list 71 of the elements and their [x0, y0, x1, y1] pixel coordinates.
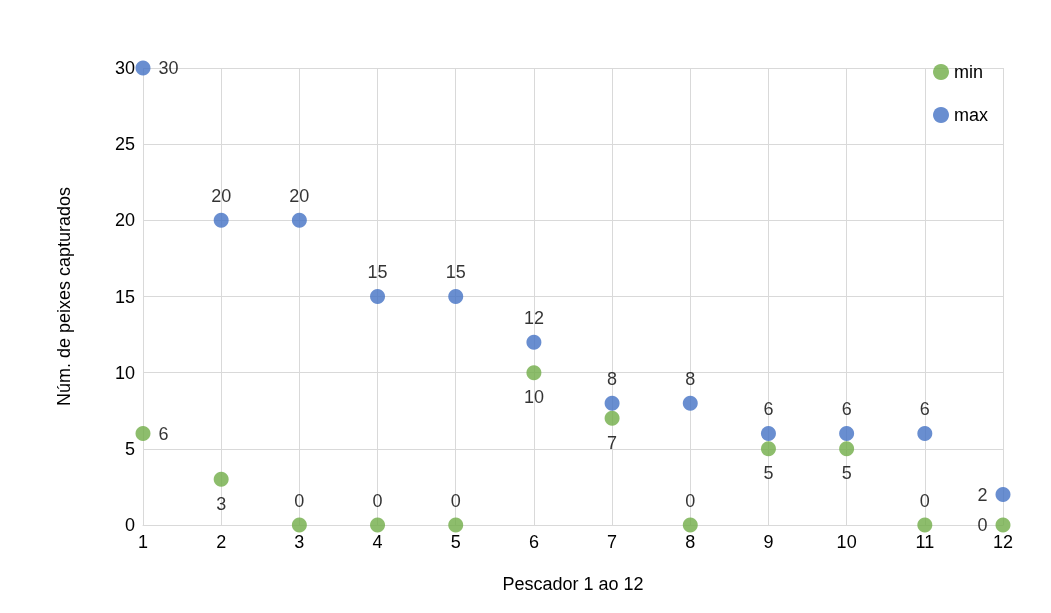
- x-axis-title: Pescador 1 ao 12: [502, 574, 644, 594]
- data-label: 0: [294, 490, 305, 511]
- x-tick-label: 2: [216, 532, 227, 552]
- x-tick-label: 5: [450, 532, 461, 552]
- y-tick-label: 0: [124, 515, 135, 535]
- x-tick-label: 6: [528, 532, 539, 552]
- data-label: 20: [289, 185, 310, 206]
- point: [682, 395, 698, 411]
- data-label: 12: [523, 307, 544, 328]
- x-tick-label: 7: [607, 532, 618, 552]
- data-label: 3: [216, 493, 227, 514]
- data-label: 20: [211, 185, 232, 206]
- legend-label: min: [954, 62, 984, 82]
- point: [448, 517, 464, 533]
- point: [448, 289, 464, 304]
- data-label: 7: [607, 432, 618, 453]
- data-label: 30: [158, 58, 179, 78]
- point: [135, 60, 151, 76]
- x-tick-label: 8: [685, 532, 696, 552]
- point: [682, 517, 698, 533]
- data-label: 6: [763, 399, 774, 420]
- point: [370, 517, 386, 533]
- point: [370, 289, 386, 304]
- legend-label: max: [954, 105, 989, 125]
- point: [760, 441, 776, 457]
- data-label: 6: [841, 399, 852, 420]
- data-label: 8: [685, 368, 696, 389]
- point: [135, 426, 151, 442]
- y-tick-label: 25: [114, 134, 135, 155]
- x-tick-label: 9: [763, 532, 774, 552]
- point: [526, 365, 542, 381]
- y-axis-title: Núm. de peixes capturados: [54, 186, 74, 407]
- y-tick-label: 30: [114, 58, 135, 78]
- y-tick-label: 10: [114, 362, 135, 383]
- x-tick-label: 3: [294, 532, 305, 552]
- point: [917, 517, 933, 533]
- x-tick-label: 11: [915, 532, 935, 552]
- data-label: 0: [450, 490, 461, 511]
- data-label: 10: [523, 387, 544, 408]
- data-label: 2: [977, 484, 988, 505]
- data-label: 6: [919, 399, 930, 420]
- data-label: 8: [607, 368, 618, 389]
- point: [995, 517, 1011, 533]
- data-label: 5: [841, 463, 852, 484]
- point: [839, 426, 855, 442]
- data-label: 0: [685, 490, 696, 511]
- x-tick-label: 4: [372, 532, 383, 552]
- data-label: 6: [158, 423, 169, 444]
- data-label: 0: [919, 490, 930, 511]
- data-label: 0: [372, 490, 383, 511]
- y-tick-label: 15: [114, 286, 135, 307]
- y-tick-label: 20: [114, 210, 135, 231]
- x-tick-label: 1: [137, 532, 149, 552]
- point: [917, 426, 933, 442]
- x-tick-label: 12: [992, 532, 1014, 552]
- x-tick-label: 10: [836, 532, 857, 552]
- point: [839, 441, 855, 457]
- data-label: 15: [445, 262, 466, 282]
- point: [526, 334, 542, 350]
- point: [291, 212, 307, 228]
- data-label: 15: [367, 262, 388, 282]
- data-label: 5: [763, 463, 774, 484]
- point: [604, 410, 620, 426]
- point: [995, 487, 1011, 503]
- data-label: 0: [977, 515, 988, 535]
- point: [291, 517, 307, 533]
- point: [213, 212, 229, 228]
- point: [604, 395, 620, 411]
- point: [213, 471, 229, 487]
- y-tick-label: 5: [124, 438, 135, 459]
- point: [760, 426, 776, 442]
